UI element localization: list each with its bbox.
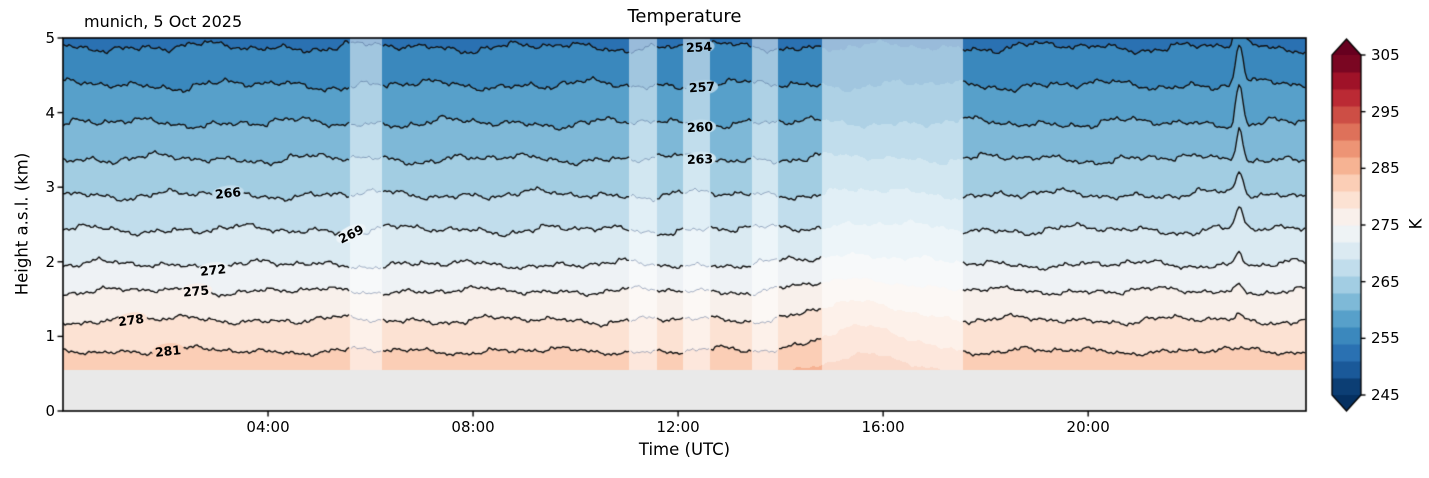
y-tick-2: 2 (45, 252, 55, 271)
contour-label-281: 281 (154, 341, 182, 360)
contour-label-260: 260 (686, 118, 714, 136)
contour-label-275: 275 (182, 282, 210, 300)
x-tick-04:00: 04:00 (246, 418, 290, 436)
colorbar-tick-245: 245 (1371, 386, 1400, 404)
colorbar-tick-305: 305 (1371, 46, 1400, 64)
y-tick-1: 1 (45, 327, 55, 346)
y-tick-3: 3 (45, 178, 55, 197)
y-tick-0: 0 (45, 402, 55, 420)
colorbar-tick-275: 275 (1371, 216, 1400, 234)
colorbar-tick-265: 265 (1371, 272, 1400, 291)
x-tick-12:00: 12:00 (656, 418, 700, 436)
colorbar-tick-295: 295 (1371, 102, 1400, 121)
contour-label-254: 254 (685, 38, 713, 55)
contour-label-272: 272 (199, 260, 227, 279)
x-tick-20:00: 20:00 (1066, 418, 1110, 436)
y-axis-label: Height a.s.l. (km) (12, 152, 32, 296)
x-tick-16:00: 16:00 (861, 418, 905, 436)
contour-label-263: 263 (686, 151, 714, 167)
colorbar-tick-255: 255 (1371, 329, 1400, 348)
contour-label-266: 266 (214, 184, 242, 202)
colorbar-tick-285: 285 (1371, 159, 1400, 178)
x-tick-08:00: 08:00 (451, 418, 495, 436)
y-tick-4: 4 (45, 103, 55, 122)
contour-label-278: 278 (117, 310, 146, 330)
station-date-annotation: munich, 5 Oct 2025 (84, 12, 243, 31)
colorbar-label: K (1406, 218, 1426, 230)
y-tick-5: 5 (45, 29, 55, 47)
chart-title: Temperature (627, 6, 742, 27)
contour-label-257: 257 (688, 79, 716, 96)
x-axis-label: Time (UTC) (638, 440, 731, 459)
